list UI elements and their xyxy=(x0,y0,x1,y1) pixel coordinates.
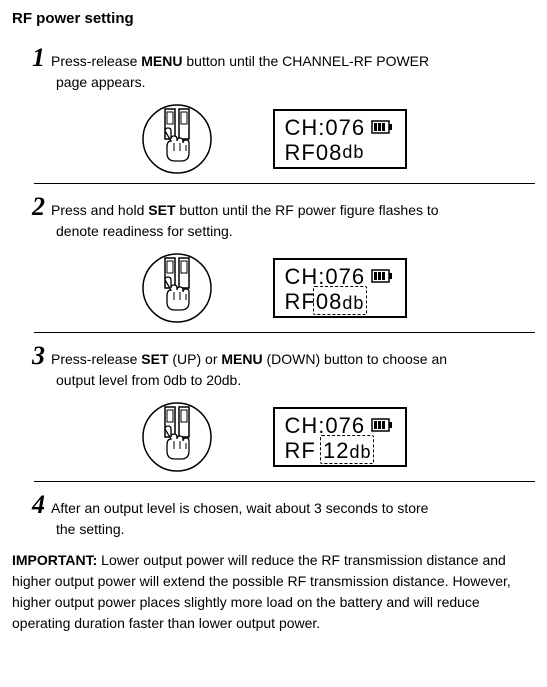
lcd-rf-label: RF xyxy=(285,289,316,314)
illustration-3: CH:076 RF 12db xyxy=(12,401,535,473)
illustration-2: CH:076 RF08db xyxy=(12,252,535,324)
battery-icon xyxy=(371,120,393,134)
step-2-cont: denote readiness for setting. xyxy=(56,221,535,242)
divider xyxy=(34,481,535,482)
step-3-text: Press-release SET (UP) or MENU (DOWN) bu… xyxy=(51,349,535,370)
lcd-rf-label: RF xyxy=(285,438,316,463)
step-3: 3 Press-release SET (UP) or MENU (DOWN) … xyxy=(32,343,535,391)
step-2-text: Press and hold SET button until the RF p… xyxy=(51,200,535,221)
lcd-rf-value-flash: 08 xyxy=(316,289,342,314)
step-4-text: After an output level is chosen, wait ab… xyxy=(51,498,535,519)
step-3-num: 3 xyxy=(32,343,45,369)
step-4-num: 4 xyxy=(32,492,45,518)
button-press-icon xyxy=(141,401,213,473)
set-label: SET xyxy=(148,202,175,218)
menu-label: MENU xyxy=(141,53,182,69)
step-3-cont: output level from 0db to 20db. xyxy=(56,370,535,391)
text: button until the CHANNEL-RF POWER xyxy=(183,53,430,69)
lcd-display-3: CH:076 RF 12db xyxy=(273,407,407,468)
page-title: RF power setting xyxy=(12,10,535,27)
lcd-db: db xyxy=(342,293,364,313)
text: (DOWN) button to choose an xyxy=(263,351,447,367)
text: Press-release xyxy=(51,53,141,69)
lcd-rf-label: RF xyxy=(285,140,316,165)
set-label: SET xyxy=(141,351,168,367)
step-1-text: Press-release MENU button until the CHAN… xyxy=(51,51,535,72)
step-2: 2 Press and hold SET button until the RF… xyxy=(32,194,535,242)
divider xyxy=(34,183,535,184)
button-press-icon xyxy=(141,103,213,175)
important-note: IMPORTANT: Lower output power will reduc… xyxy=(12,550,535,634)
battery-icon xyxy=(371,418,393,432)
button-press-icon xyxy=(141,252,213,324)
lcd-ch-label: CH: xyxy=(285,413,326,438)
lcd-ch-label: CH: xyxy=(285,115,326,140)
illustration-1: CH:076 RF08db xyxy=(12,103,535,175)
menu-label: MENU xyxy=(221,351,262,367)
battery-icon xyxy=(371,269,393,283)
text: Press and hold xyxy=(51,202,148,218)
lcd-ch-value: 076 xyxy=(325,115,365,140)
text: Press-release xyxy=(51,351,141,367)
step-1: 1 Press-release MENU button until the CH… xyxy=(32,45,535,93)
lcd-rf-value-flash: 12 xyxy=(323,438,349,463)
lcd-db: db xyxy=(342,142,364,163)
step-2-num: 2 xyxy=(32,194,45,220)
text: button until the RF power figure flashes… xyxy=(176,202,439,218)
lcd-display-2: CH:076 RF08db xyxy=(273,258,407,319)
lcd-db: db xyxy=(349,442,371,462)
important-label: IMPORTANT: xyxy=(12,552,97,568)
step-4-cont: the setting. xyxy=(56,519,535,540)
step-1-cont: page appears. xyxy=(56,72,535,93)
lcd-rf-value: 08 xyxy=(316,140,342,165)
text: (UP) or xyxy=(169,351,222,367)
step-1-num: 1 xyxy=(32,45,45,71)
lcd-display-1: CH:076 RF08db xyxy=(273,109,407,170)
divider xyxy=(34,332,535,333)
step-4: 4 After an output level is chosen, wait … xyxy=(32,492,535,540)
